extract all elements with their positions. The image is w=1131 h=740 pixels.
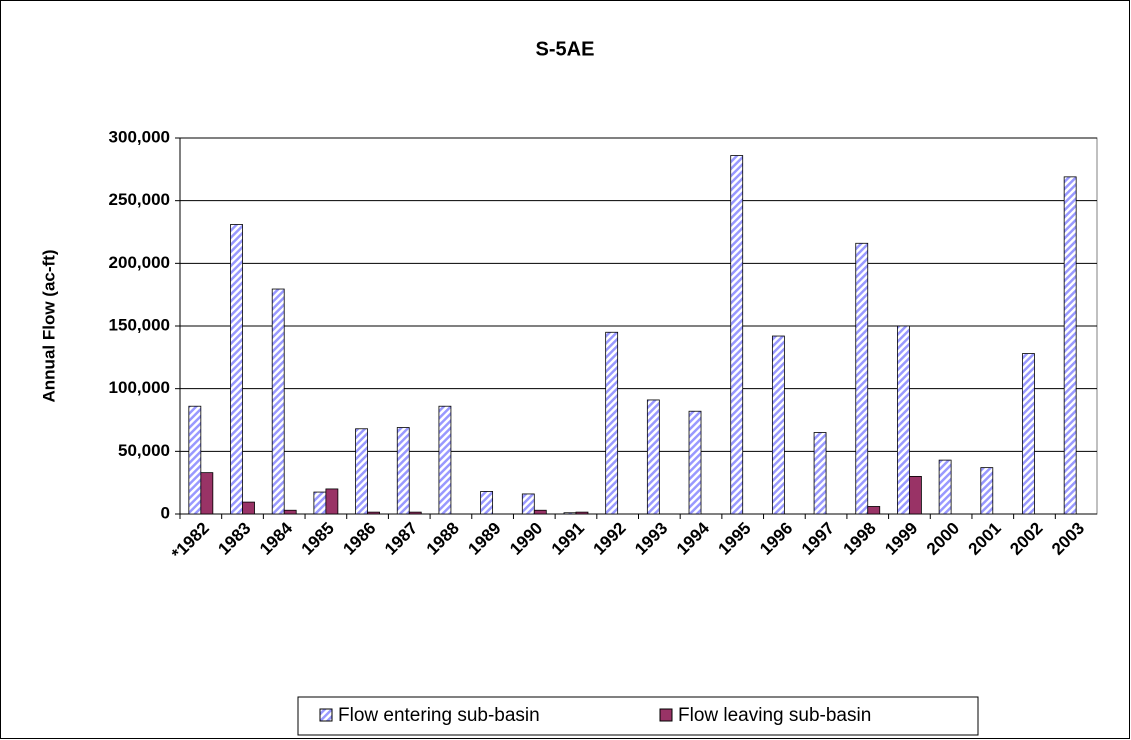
- bar: [688, 410, 702, 515]
- y-tick-label: 300,000: [109, 127, 170, 146]
- bar: [408, 511, 422, 515]
- y-tick-label: 200,000: [109, 253, 170, 272]
- bar: [230, 224, 243, 515]
- bar: [855, 242, 869, 515]
- bar: [283, 509, 297, 515]
- chart-title: S-5AE: [536, 38, 595, 60]
- y-axis-label: Annual Flow (ac-ft): [39, 250, 58, 403]
- bar: [325, 488, 339, 515]
- bar: [605, 331, 619, 515]
- bar: [200, 472, 214, 515]
- bar: [909, 475, 922, 515]
- bar: [575, 511, 589, 515]
- bar: [355, 428, 368, 515]
- bar: [480, 491, 494, 515]
- y-tick-label: 50,000: [118, 441, 170, 460]
- bar: [438, 405, 452, 515]
- bar: [730, 155, 744, 515]
- bar: [563, 512, 577, 515]
- bar: [396, 427, 410, 515]
- bar: [938, 459, 952, 515]
- legend-label: Flow leaving sub-basin: [678, 705, 871, 726]
- bar: [533, 509, 547, 515]
- y-tick-label: 100,000: [109, 378, 170, 397]
- y-tick-label: 150,000: [109, 315, 170, 334]
- legend-box: [297, 696, 979, 736]
- bar: [980, 467, 994, 515]
- y-tick-label: 250,000: [109, 190, 170, 209]
- bar: [367, 511, 380, 515]
- bar: [897, 325, 910, 515]
- legend-label: Flow entering sub-basin: [338, 705, 540, 726]
- bar: [646, 399, 660, 515]
- bar: [1022, 353, 1035, 515]
- bar: [867, 506, 881, 515]
- bar: [242, 501, 255, 515]
- bar: [813, 432, 827, 515]
- bar: [271, 288, 285, 515]
- bar: [188, 405, 202, 515]
- legend-swatch: [659, 708, 673, 722]
- bar: [1063, 176, 1077, 515]
- bar: [521, 493, 535, 515]
- legend-swatch: [319, 708, 333, 722]
- bar: [771, 335, 785, 515]
- bar: [313, 491, 327, 515]
- y-tick-label: 0: [161, 503, 170, 522]
